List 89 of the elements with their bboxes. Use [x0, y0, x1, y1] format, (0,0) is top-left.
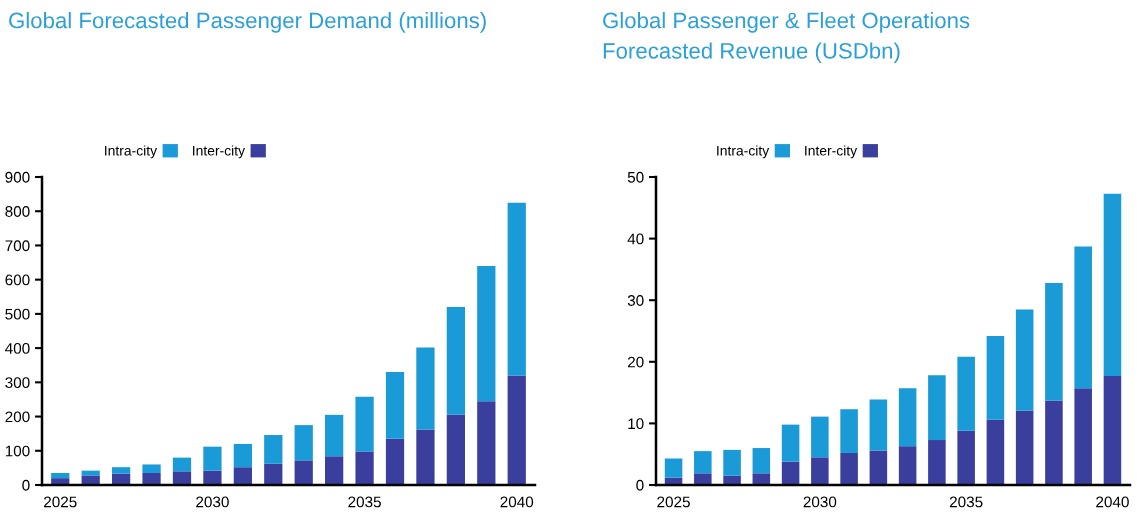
- legend-label: Intra-city: [717, 145, 770, 159]
- x-tick-label: 2030: [196, 496, 229, 508]
- legend-label: Intra-city: [105, 145, 158, 159]
- y-tick-label: 800: [5, 206, 30, 217]
- bar: [752, 448, 771, 474]
- bar: [264, 463, 283, 485]
- bar: [752, 473, 771, 485]
- legend-label: Inter-city: [193, 145, 245, 159]
- bar: [1015, 309, 1034, 411]
- bar: [355, 451, 374, 485]
- x-tick-label: 2025: [44, 496, 77, 508]
- bar: [957, 430, 975, 485]
- bar: [416, 347, 435, 430]
- bar: [840, 409, 858, 453]
- bar: [172, 471, 192, 485]
- y-tick-label: 600: [5, 274, 30, 286]
- bar: [294, 425, 313, 461]
- y-tick-label: 30: [627, 295, 644, 306]
- bar: [811, 457, 829, 485]
- bar: [203, 470, 222, 485]
- bar: [355, 396, 374, 452]
- bar: [51, 473, 70, 479]
- bar: [1045, 400, 1063, 485]
- bar: [111, 467, 131, 474]
- y-tick-label: 20: [627, 356, 644, 368]
- bar: [1103, 375, 1122, 485]
- bar: [507, 375, 526, 485]
- bar: [203, 446, 222, 471]
- bar: [172, 457, 192, 472]
- bar: [1103, 193, 1122, 376]
- y-tick-label: 400: [5, 342, 30, 354]
- bar: [294, 460, 313, 485]
- x-tick-label: 2035: [348, 496, 381, 508]
- bar: [416, 429, 435, 485]
- bar: [81, 475, 100, 485]
- y-tick-label: 900: [5, 171, 30, 183]
- bar: [325, 456, 344, 485]
- bar: [446, 307, 466, 415]
- y-tick-label: 300: [5, 377, 30, 389]
- bar: [477, 265, 496, 402]
- y-tick-label: 0: [22, 479, 30, 491]
- x-tick-label: 2030: [803, 496, 837, 508]
- y-tick-label: 40: [627, 233, 644, 245]
- bar: [233, 443, 252, 468]
- bar: [811, 416, 829, 458]
- y-tick-label: 700: [5, 240, 30, 252]
- bar: [928, 440, 946, 485]
- y-tick-label: 50: [627, 171, 644, 183]
- bar: [723, 449, 741, 476]
- bar: [694, 451, 712, 474]
- y-tick-label: 0: [636, 479, 644, 491]
- bar: [869, 450, 888, 485]
- y-tick-label: 500: [5, 308, 30, 320]
- bar: [325, 414, 344, 457]
- bar: [233, 467, 252, 485]
- bar: [928, 375, 946, 441]
- bar: [1045, 282, 1063, 401]
- bar: [898, 388, 917, 447]
- bar: [1074, 388, 1092, 485]
- bar: [694, 473, 712, 485]
- bar: [142, 473, 161, 485]
- x-tick-label: 2040: [500, 496, 534, 508]
- bar: [1015, 410, 1034, 485]
- chart-title: Global Forecasted Passenger Demand (millions): [9, 12, 486, 33]
- bar: [781, 461, 800, 485]
- bar: [264, 435, 283, 464]
- bar: [957, 356, 975, 431]
- bar: [385, 372, 405, 439]
- bar: [986, 419, 1005, 485]
- legend-label: Inter-city: [805, 145, 858, 159]
- bar: [1074, 246, 1092, 389]
- x-tick-label: 2035: [949, 496, 983, 508]
- y-tick-label: 200: [5, 411, 30, 423]
- x-tick-label: 2040: [1096, 496, 1129, 508]
- bar: [781, 424, 800, 462]
- bar: [477, 401, 496, 485]
- bar: [664, 458, 683, 478]
- bar: [986, 335, 1005, 420]
- bar: [385, 438, 405, 485]
- x-tick-label: 2025: [657, 496, 690, 508]
- bar: [446, 414, 466, 485]
- y-tick-label: 10: [628, 418, 644, 430]
- bar: [507, 202, 526, 376]
- chart-title: Global Passenger & Fleet Operations Forecasted Revenue (USDbn): [603, 12, 970, 64]
- bar: [142, 464, 161, 474]
- bar: [869, 399, 888, 451]
- bar: [898, 446, 917, 485]
- bar: [840, 452, 858, 485]
- y-tick-label: 100: [5, 445, 30, 457]
